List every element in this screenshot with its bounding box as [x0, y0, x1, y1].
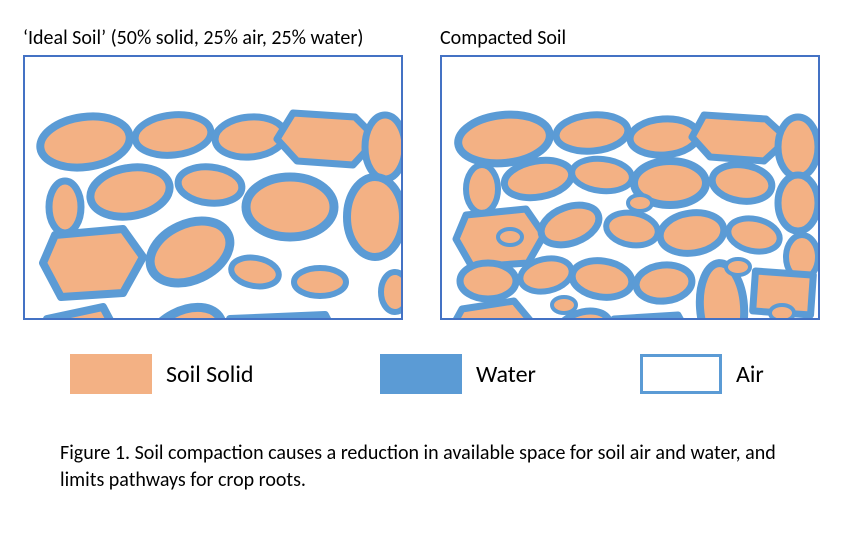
soil-particle [277, 113, 377, 165]
panel-ideal-soil [23, 55, 403, 320]
soil-particle [466, 165, 498, 213]
soil-particle [555, 112, 630, 154]
soil-particle [604, 209, 661, 250]
legend-item-air: Air [640, 354, 764, 394]
panel-title-compacted: Compacted Soil [440, 27, 566, 49]
legend-item-solid: Soil Solid [70, 354, 253, 394]
figure-container: ‘Ideal Soil’ (50% solid, 25% air, 25% wa… [0, 0, 860, 533]
legend-item-water: Water [380, 354, 536, 394]
soil-particle [86, 161, 173, 222]
soil-particle [450, 301, 534, 320]
soil-particle [49, 181, 81, 233]
soil-particle [726, 259, 750, 275]
soil-particle [710, 161, 774, 205]
soil-particle [381, 272, 403, 312]
soil-particle [347, 177, 403, 257]
soil-particle [133, 111, 213, 159]
soil-particle [140, 209, 240, 295]
soil-particle [692, 115, 788, 161]
legend-swatch-air [640, 354, 722, 394]
soil-particle [460, 263, 516, 299]
soil-particle [778, 175, 818, 231]
soil-particle [229, 254, 281, 290]
soil-particle [628, 195, 652, 211]
legend: Soil Solid Water Air [0, 354, 860, 394]
soil-particle [246, 177, 334, 237]
ideal-soil-diagram [25, 57, 403, 320]
soil-particle [221, 315, 337, 320]
soil-particle [770, 305, 794, 320]
legend-label-air: Air [736, 360, 764, 389]
figure-caption: Figure 1. Soil compaction causes a reduc… [60, 440, 800, 494]
soil-particle [37, 111, 133, 173]
soil-particle [43, 229, 143, 297]
soil-particle [778, 117, 818, 177]
soil-particle [634, 262, 693, 304]
compacted-soil-diagram [442, 57, 820, 320]
soil-particle [176, 164, 243, 206]
soil-particle [365, 115, 403, 179]
legend-label-solid: Soil Solid [166, 360, 253, 389]
soil-particle [498, 229, 522, 245]
soil-particle [137, 295, 232, 320]
legend-label-water: Water [476, 360, 536, 389]
soil-particle [658, 209, 727, 258]
legend-swatch-water [380, 354, 462, 394]
panel-title-ideal: ‘Ideal Soil’ (50% solid, 25% air, 25% wa… [23, 27, 363, 49]
soil-particle [43, 307, 121, 320]
soil-particle [725, 214, 783, 256]
soil-particle [606, 315, 690, 320]
soil-particle [570, 156, 633, 194]
soil-particle [536, 198, 605, 252]
soil-particle [552, 297, 576, 313]
legend-swatch-solid [70, 354, 152, 394]
soil-particle [294, 268, 346, 296]
soil-particle [570, 257, 634, 301]
panel-compacted-soil [440, 55, 820, 320]
